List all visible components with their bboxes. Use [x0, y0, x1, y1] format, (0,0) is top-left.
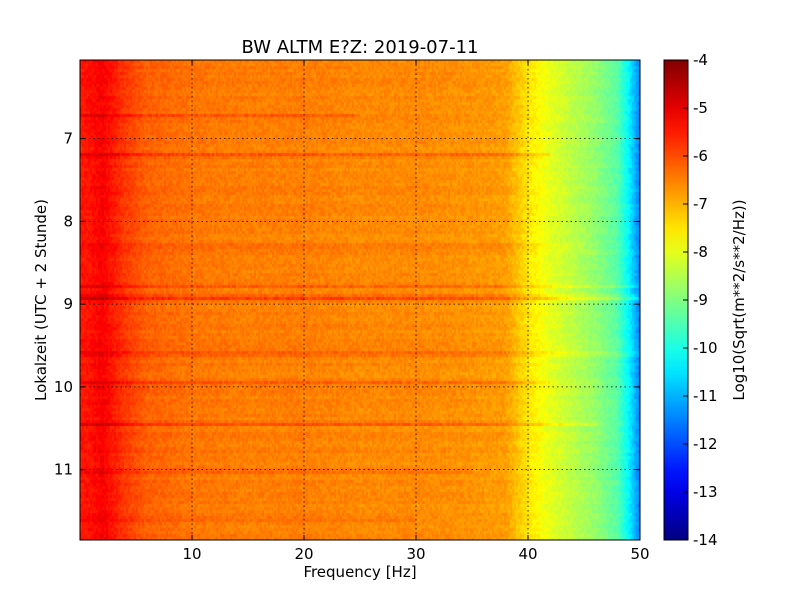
heatmap-cells [80, 60, 640, 540]
colorbar-tick-label: -13 [693, 483, 718, 501]
colorbar: -4 -5 -6 -7 -8 -9 -10 -11 -12 -13 -14 [663, 51, 718, 549]
y-tick-label: 10 [54, 378, 73, 396]
x-tick-label: 50 [630, 545, 649, 563]
colorbar-tick-label: -4 [693, 51, 708, 69]
colorbar-tick-label: -5 [693, 99, 708, 117]
x-axis-label: Frequency [Hz] [303, 563, 416, 581]
colorbar-tick-label: -11 [693, 387, 718, 405]
colorbar-tick-label: -8 [693, 243, 708, 261]
colorbar-tick-label: -14 [693, 531, 718, 549]
colorbar-tick-label: -9 [693, 291, 708, 309]
y-tick-label: 7 [63, 130, 73, 148]
y-tick-label: 11 [54, 461, 73, 479]
chart-title: BW ALTM E?Z: 2019-07-11 [242, 37, 479, 58]
colorbar-label: Log10(Sqrt(m**2/s**2/Hz)) [730, 199, 748, 400]
colorbar-tick-label: -6 [693, 147, 708, 165]
x-tick-label: 30 [406, 545, 425, 563]
x-tick-label: 40 [518, 545, 537, 563]
x-tick-label: 10 [182, 545, 201, 563]
y-tick-label: 9 [63, 295, 73, 313]
y-axis-label: Lokalzeit (UTC + 2 Stunde) [32, 199, 50, 401]
colorbar-tick-label: -12 [693, 435, 718, 453]
colorbar-tick-label: -7 [693, 195, 708, 213]
x-tick-label: 20 [294, 545, 313, 563]
y-tick-label: 8 [63, 212, 73, 230]
colorbar-tick-label: -10 [693, 339, 718, 357]
